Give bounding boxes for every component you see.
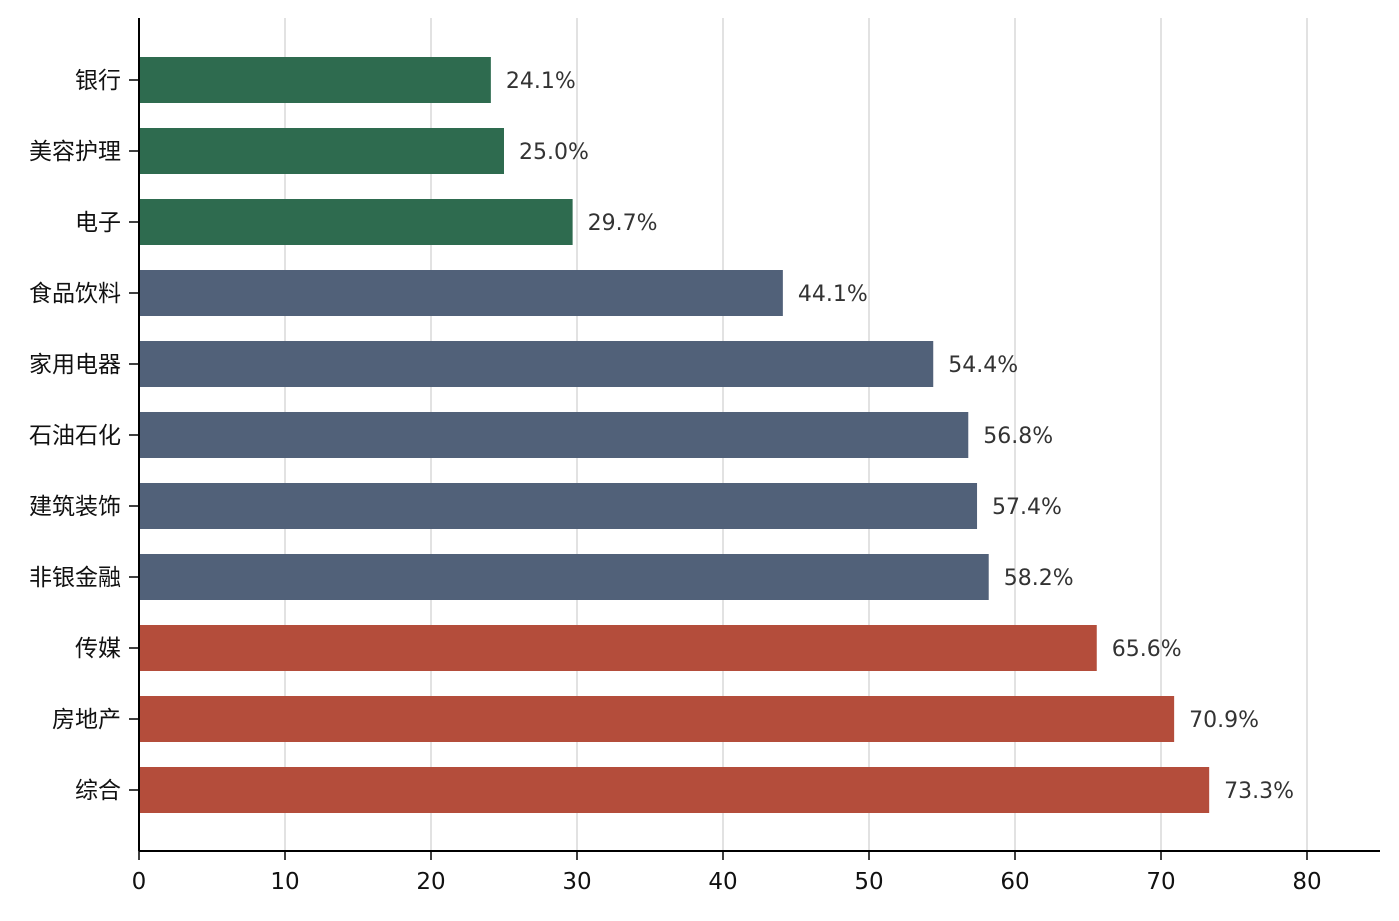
data-label-4: 44.1% xyxy=(798,282,868,307)
bar-3 xyxy=(139,199,573,245)
data-label-9: 65.6% xyxy=(1112,637,1182,662)
bar-11 xyxy=(139,767,1210,813)
ytick-label-9: 传媒 xyxy=(75,636,121,662)
data-label-6: 56.8% xyxy=(983,424,1053,449)
data-label-1: 24.1% xyxy=(506,69,576,94)
bar-6 xyxy=(139,412,969,458)
data-labels: 24.1% 25.0% 29.7% 44.1% 54.4% 56.8% 57.4% 58.2%… xyxy=(506,69,1294,804)
bar-7 xyxy=(139,483,978,529)
bar-1 xyxy=(139,57,491,103)
data-label-5: 54.4% xyxy=(948,353,1018,378)
data-label-11: 73.3% xyxy=(1224,779,1294,804)
data-label-8: 58.2% xyxy=(1004,566,1074,591)
xtick-label-30: 30 xyxy=(562,869,591,895)
bar-2 xyxy=(139,128,504,174)
xtick-label-40: 40 xyxy=(708,869,737,895)
ytick-label-3: 电子 xyxy=(75,210,121,236)
bar-5 xyxy=(139,341,934,387)
bar-8 xyxy=(139,554,989,600)
xtick-label-20: 20 xyxy=(416,869,445,895)
ytick-label-2: 美容护理 xyxy=(29,139,121,165)
data-label-3: 29.7% xyxy=(588,211,658,236)
xtick-label-0: 0 xyxy=(132,869,147,895)
xtick-label-60: 60 xyxy=(1000,869,1029,895)
bar-4 xyxy=(139,270,783,316)
bar-10 xyxy=(139,696,1175,742)
ytick-label-5: 家用电器 xyxy=(29,352,121,378)
ytick-label-11: 综合 xyxy=(75,778,121,804)
ytick-label-4: 食品饮料 xyxy=(29,281,121,307)
data-label-2: 25.0% xyxy=(519,140,589,165)
data-label-10: 70.9% xyxy=(1189,708,1259,733)
xtick-label-50: 50 xyxy=(854,869,883,895)
xtick-label-70: 70 xyxy=(1146,869,1175,895)
ytick-label-6: 石油石化 xyxy=(29,423,121,449)
ytick-label-8: 非银金融 xyxy=(29,565,121,591)
ytick-label-10: 房地产 xyxy=(52,707,121,733)
bars xyxy=(139,57,1210,813)
ytick-label-7: 建筑装饰 xyxy=(29,494,121,520)
bar-9 xyxy=(139,625,1097,671)
ytick-label-1: 银行 xyxy=(75,68,121,94)
xtick-label-80: 80 xyxy=(1292,869,1321,895)
xtick-label-10: 10 xyxy=(270,869,299,895)
data-label-7: 57.4% xyxy=(992,495,1062,520)
